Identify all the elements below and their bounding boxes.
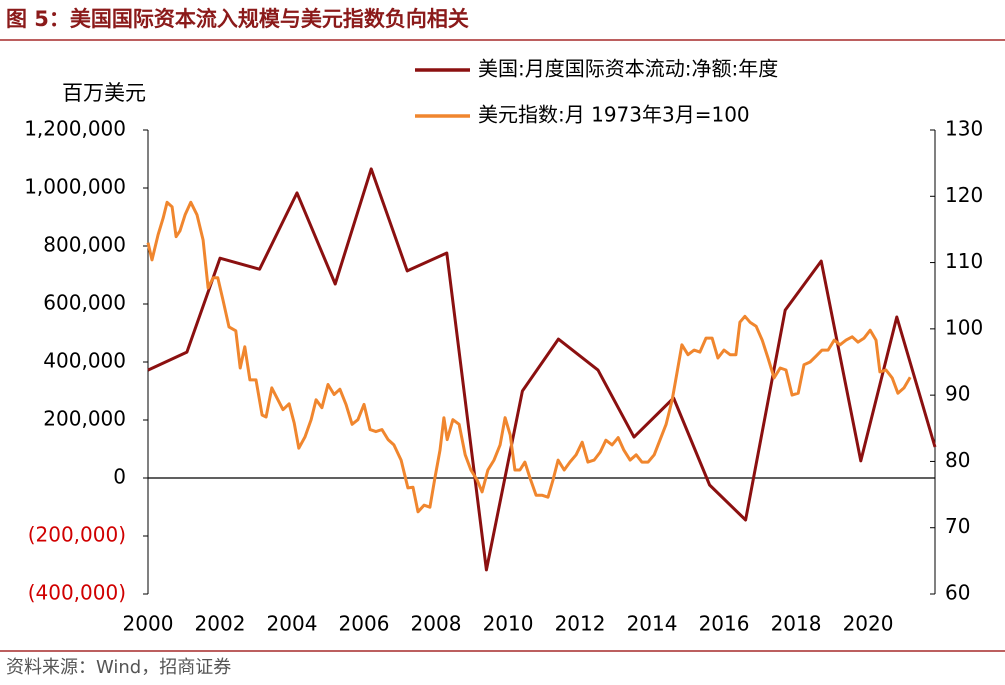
source: 资料来源：Wind，招商证券 [6,657,231,678]
y-tick-label: (400,000) [28,581,126,605]
y2-tick-label: 90 [945,382,970,406]
x-tick-label: 2002 [195,612,246,636]
y-tick-label: 800,000 [43,233,126,257]
x-tick-label: 2006 [339,612,390,636]
x-tick-label: 2018 [771,612,822,636]
y-tick-label: 0 [113,465,126,489]
y-tick-label: 400,000 [43,349,126,373]
y2-tick-label: 120 [945,183,983,207]
x-tick-label: 2020 [843,612,894,636]
x-tick-label: 2004 [267,612,318,636]
legend-label: 美国:月度国际资本流动:净额:年度 [478,57,778,81]
series-line [147,167,937,572]
legend-label: 美元指数:月 1973年3月=100 [478,103,750,127]
x-tick-label: 2000 [123,612,174,636]
y-tick-label: 1,000,000 [24,175,126,199]
y-axis-label: 百万美元 [62,81,146,105]
y2-tick-label: 80 [945,448,970,472]
y2-tick-label: 70 [945,514,970,538]
x-tick-label: 2010 [483,612,534,636]
x-tick-label: 2016 [699,612,750,636]
y-tick-label: 1,200,000 [24,117,126,141]
chart-title: 图 5：美国国际资本流入规模与美元指数负向相关 [6,7,469,31]
x-tick-label: 2014 [627,612,678,636]
y-tick-label: (200,000) [28,523,126,547]
y2-tick-label: 110 [945,249,983,273]
series-line [146,200,912,514]
y2-tick-label: 130 [945,117,983,141]
x-tick-label: 2012 [555,612,606,636]
y2-tick-label: 60 [945,581,970,605]
x-tick-label: 2008 [411,612,462,636]
y2-tick-label: 100 [945,315,983,339]
y-tick-label: 600,000 [43,291,126,315]
y-tick-label: 200,000 [43,407,126,431]
